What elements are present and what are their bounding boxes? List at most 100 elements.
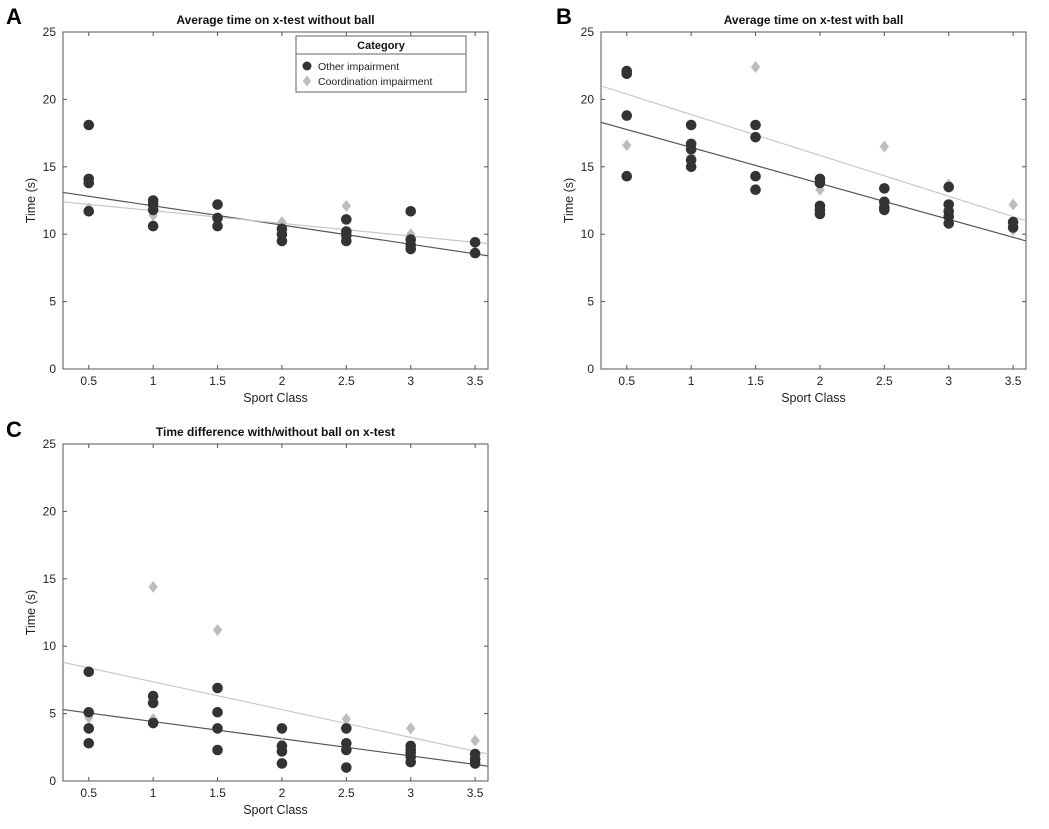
- y-tick-label: 15: [43, 572, 57, 586]
- y-axis-label: Time (s): [562, 178, 576, 223]
- x-tick-label: 0.5: [80, 786, 97, 800]
- point-other-impairment: [276, 746, 288, 757]
- y-tick-label: 25: [43, 437, 57, 451]
- y-tick-label: 20: [43, 504, 57, 518]
- point-other-impairment: [750, 119, 761, 131]
- point-other-impairment: [212, 723, 223, 734]
- plot-area: [600, 31, 1027, 370]
- panel-letter: B: [556, 4, 572, 29]
- point-other-impairment: [147, 204, 159, 216]
- x-tick-label: 2.5: [876, 374, 893, 388]
- point-other-impairment: [212, 220, 223, 232]
- point-other-impairment: [276, 758, 288, 769]
- point-other-impairment: [83, 177, 95, 189]
- point-other-impairment: [405, 756, 417, 768]
- point-other-impairment: [83, 119, 95, 131]
- point-other-impairment: [212, 706, 223, 718]
- point-other-impairment: [685, 119, 697, 131]
- point-other-impairment: [1007, 222, 1019, 233]
- y-tick-label: 15: [581, 160, 595, 174]
- x-tick-label: 3.5: [467, 374, 484, 388]
- point-coordination-impairment: [148, 580, 158, 593]
- point-coordination-impairment: [341, 199, 352, 212]
- y-tick-label: 10: [581, 227, 595, 241]
- point-other-impairment: [750, 131, 761, 143]
- x-tick-label: 3: [407, 374, 414, 388]
- point-coordination-impairment: [879, 140, 890, 153]
- chart-title: Average time on x-test with ball: [724, 13, 904, 27]
- chart-panel-a: A Average time on x-test without ball0510…: [6, 4, 489, 405]
- y-tick-label: 5: [49, 295, 56, 309]
- point-other-impairment: [341, 235, 352, 247]
- x-tick-label: 0.5: [618, 374, 635, 388]
- y-axis-label: Time (s): [24, 590, 38, 635]
- point-coordination-impairment: [212, 624, 223, 637]
- x-tick-label: 2: [279, 374, 286, 388]
- y-tick-label: 5: [587, 295, 594, 309]
- y-tick-label: 10: [43, 639, 57, 653]
- point-other-impairment: [750, 170, 761, 182]
- chart-panel-b: B Average time on x-test with ball 0 5 10 15 2…: [556, 4, 1027, 405]
- point-other-impairment: [943, 181, 955, 193]
- y-tick-label: 0: [49, 774, 56, 788]
- x-tick-label: 1.5: [209, 786, 226, 800]
- point-other-impairment: [83, 666, 95, 678]
- x-axis-label: Sport Class: [243, 391, 308, 405]
- point-other-impairment: [147, 717, 159, 729]
- point-other-impairment: [621, 68, 633, 80]
- y-tick-label: 20: [581, 92, 595, 106]
- point-other-impairment: [814, 208, 826, 220]
- x-tick-label: 1.5: [747, 374, 764, 388]
- panel-letter: A: [6, 4, 22, 29]
- fit-line-coordination-impairment: [601, 85, 1026, 222]
- y-tick-label: 25: [43, 25, 57, 39]
- x-tick-label: 3.5: [1005, 374, 1022, 388]
- fit-line-other-impairment: [601, 121, 1026, 242]
- chart-panel-c: C Time difference with/without ball on x-…: [6, 417, 489, 817]
- point-other-impairment: [685, 143, 697, 155]
- point-other-impairment: [341, 723, 352, 734]
- point-other-impairment: [469, 758, 481, 769]
- x-tick-label: 2.5: [338, 374, 355, 388]
- point-other-impairment: [814, 177, 826, 189]
- point-other-impairment: [83, 706, 95, 718]
- point-coordination-impairment: [470, 734, 480, 747]
- y-tick-label: 25: [581, 25, 595, 39]
- point-other-impairment: [276, 723, 288, 734]
- point-coordination-impairment: [622, 139, 632, 152]
- x-tick-label: 3: [407, 786, 414, 800]
- fit-line-coordination-impairment: [63, 201, 488, 245]
- x-tick-label: 0.5: [80, 374, 97, 388]
- chart-title: Average time on x-test without ball: [176, 13, 374, 27]
- point-other-impairment: [341, 762, 352, 773]
- point-other-impairment: [621, 170, 633, 182]
- y-tick-label: 5: [49, 707, 56, 721]
- x-axis-label: Sport Class: [781, 391, 846, 405]
- point-other-impairment: [276, 235, 288, 247]
- point-other-impairment: [147, 697, 159, 709]
- x-tick-label: 2: [279, 786, 286, 800]
- point-other-impairment: [879, 183, 890, 194]
- point-other-impairment: [879, 204, 890, 216]
- point-other-impairment: [83, 737, 95, 749]
- legend-label-coordination-impairment: Coordination impairment: [318, 76, 432, 88]
- legend-marker-other-impairment: [302, 61, 312, 71]
- chart-title: Time difference with/without ball on x-t…: [156, 425, 395, 439]
- x-tick-label: 3: [945, 374, 952, 388]
- y-tick-label: 10: [43, 227, 57, 241]
- point-other-impairment: [341, 744, 352, 756]
- point-other-impairment: [147, 220, 159, 232]
- x-tick-label: 1.5: [209, 374, 226, 388]
- point-other-impairment: [469, 236, 481, 248]
- point-other-impairment: [83, 205, 95, 217]
- point-other-impairment: [621, 110, 633, 121]
- plot-area: [62, 443, 489, 782]
- point-coordination-impairment: [750, 61, 761, 74]
- legend-title: Category: [357, 40, 406, 52]
- legend-label-other-impairment: Other impairment: [318, 61, 399, 73]
- point-other-impairment: [685, 161, 697, 173]
- x-axis-label: Sport Class: [243, 803, 308, 817]
- fit-line-other-impairment: [63, 191, 488, 257]
